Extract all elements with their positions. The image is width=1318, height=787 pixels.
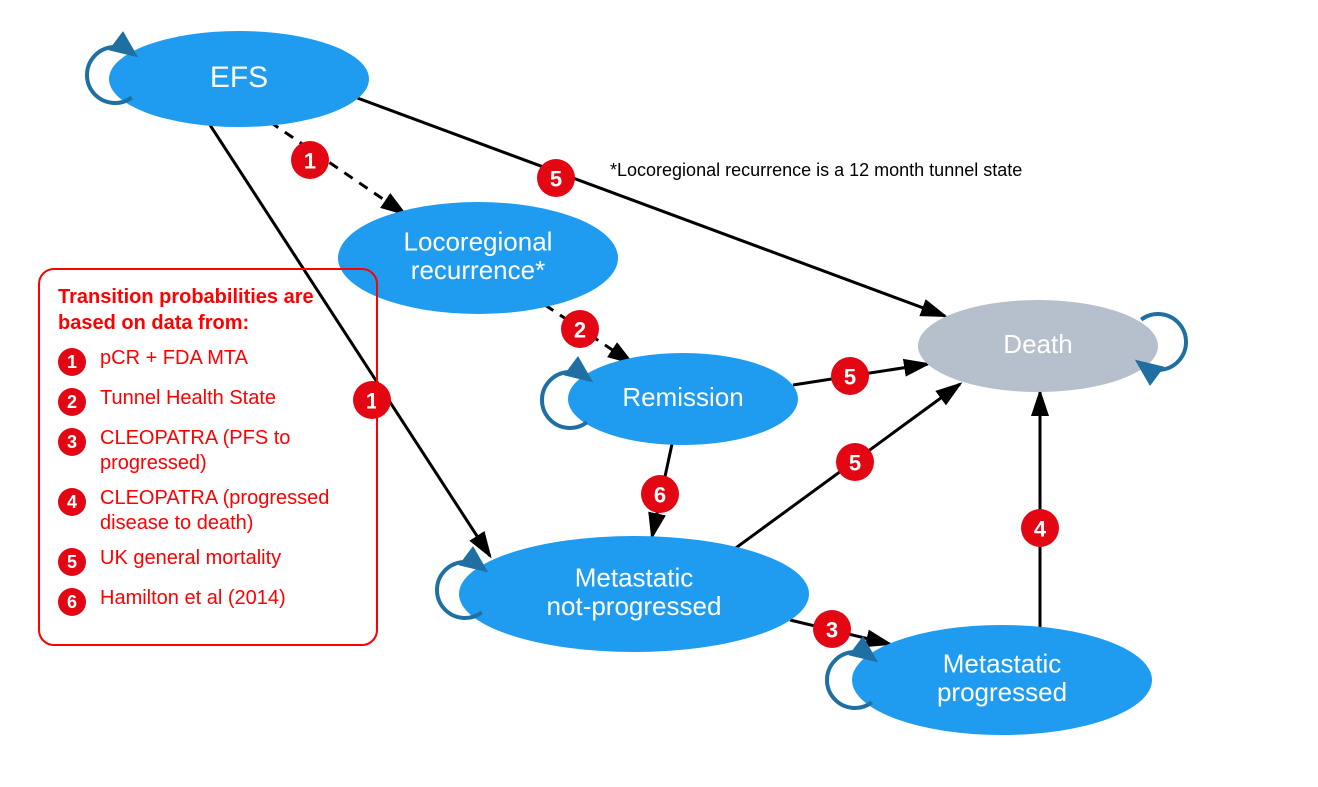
node-efs: EFS: [87, 31, 369, 127]
legend-badge-6: 6: [58, 588, 86, 616]
svg-text:5: 5: [550, 167, 562, 192]
edge-badge-loco-rem: 2: [561, 310, 599, 348]
diagram-stage: EFS Locoregionalrecurrence* Remission Metas…: [0, 0, 1318, 787]
svg-text:6: 6: [654, 483, 666, 508]
legend-item-5: 5 UK general mortality: [58, 546, 358, 576]
legend-text-4: CLEOPATRA (progressed disease to death): [100, 486, 358, 536]
footnote-text: *Locoregional recurrence is a 12 month t…: [610, 160, 1022, 181]
node-label-met_p: Metastatic: [943, 649, 1062, 679]
node-label-met_p: progressed: [937, 677, 1067, 707]
node-label-efs: EFS: [210, 61, 268, 94]
edge-badge-metnp-death: 5: [836, 443, 874, 481]
legend-box: Transition probabilities are based on da…: [38, 268, 378, 646]
legend-text-1: pCR + FDA MTA: [100, 346, 248, 371]
legend-text-3: CLEOPATRA (PFS to progressed): [100, 426, 358, 476]
legend-badge-5: 5: [58, 548, 86, 576]
node-label-remission: Remission: [622, 382, 743, 412]
svg-text:3: 3: [826, 618, 838, 643]
legend-title: Transition probabilities are based on da…: [58, 284, 358, 336]
legend-badge-4: 4: [58, 488, 86, 516]
legend-text-5: UK general mortality: [100, 546, 281, 571]
node-locoregional: Locoregionalrecurrence*: [338, 202, 618, 314]
legend-badge-2: 2: [58, 388, 86, 416]
legend-badge-1: 1: [58, 348, 86, 376]
edge-badge-efs-death: 5: [537, 159, 575, 197]
edge-efs-loco: [270, 122, 405, 214]
legend-badge-3: 3: [58, 428, 86, 456]
node-label-met_np: not-progressed: [547, 591, 722, 621]
node-label-locoregional: Locoregional: [404, 227, 553, 257]
edge-badge-metnp-metp: 3: [813, 610, 851, 648]
node-death: Death: [918, 300, 1186, 392]
legend-text-6: Hamilton et al (2014): [100, 586, 286, 611]
svg-text:5: 5: [849, 451, 861, 476]
node-label-death: Death: [1003, 329, 1072, 359]
svg-text:5: 5: [844, 365, 856, 390]
edge-badge-metp-death: 4: [1021, 509, 1059, 547]
node-met_np: Metastaticnot-progressed: [437, 536, 809, 652]
edge-badge-rem-death: 5: [831, 357, 869, 395]
node-label-met_np: Metastatic: [575, 563, 694, 593]
svg-text:4: 4: [1034, 517, 1047, 542]
svg-text:1: 1: [304, 149, 316, 174]
legend-item-4: 4 CLEOPATRA (progressed disease to death): [58, 486, 358, 536]
legend-item-1: 1 pCR + FDA MTA: [58, 346, 358, 376]
legend-text-2: Tunnel Health State: [100, 386, 276, 411]
node-remission: Remission: [542, 353, 798, 445]
legend-item-3: 3 CLEOPATRA (PFS to progressed): [58, 426, 358, 476]
edge-badge-efs-loco: 1: [291, 141, 329, 179]
legend-item-6: 6 Hamilton et al (2014): [58, 586, 358, 616]
svg-text:2: 2: [574, 318, 586, 343]
edge-badge-rem-metnp: 6: [641, 475, 679, 513]
legend-item-2: 2 Tunnel Health State: [58, 386, 358, 416]
node-label-locoregional: recurrence*: [411, 255, 545, 285]
